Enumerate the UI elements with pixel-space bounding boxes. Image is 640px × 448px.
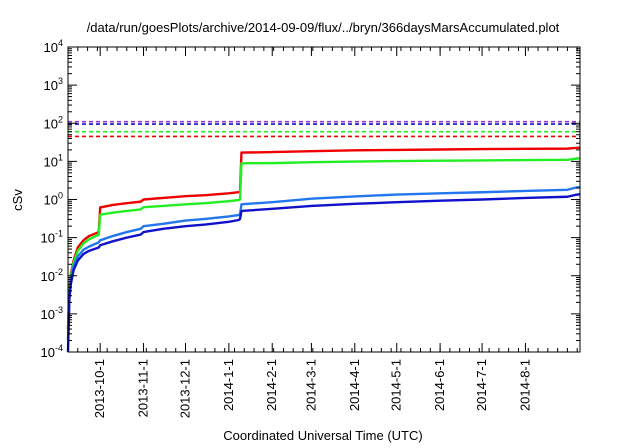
y-tick-label-3: 10-1 [41,229,63,246]
x-tick-label-4: 2014-2-1 [264,359,279,411]
series-group [66,146,581,353]
x-tick-label-7: 2014-5-1 [389,359,404,411]
x-tick-label-5: 2014-3-1 [303,359,318,411]
x-tick-label-2: 2013-12-1 [178,359,193,418]
x-tick-label-8: 2014-6-1 [432,359,447,411]
x-tick-label-3: 2014-1-1 [221,359,236,411]
series-line-2 [66,186,581,341]
y-tick-label-5: 101 [44,152,63,169]
x-tick-label-6: 2014-4-1 [347,359,362,411]
y-axis-label: cSv [10,189,25,211]
y-tick-label-0: 10-4 [41,343,63,360]
chart-title: /data/run/goesPlots/archive/2014-09-09/f… [87,20,560,35]
axes: 10-4 10-3 10-2 10-1 100 101 102 103 104 2013-10-1… [41,38,581,418]
series-line-0 [66,146,581,330]
x-axis-label: Coordinated Universal Time (UTC) [223,428,422,443]
y-tick-label-6: 102 [44,114,63,131]
x-tick-label-10: 2014-8-1 [517,359,532,411]
y-tick-label-7: 103 [44,76,63,93]
series-line-3 [66,192,581,353]
series-line-1 [66,157,581,330]
x-tick-label-9: 2014-7-1 [474,359,489,411]
y-tick-label-1: 10-3 [41,305,63,322]
reference-lines [68,120,580,138]
x-tick-label-1: 2013-11-1 [136,359,151,417]
y-tick-label-4: 100 [44,191,63,208]
x-tick-label-0: 2013-10-1 [92,359,107,418]
y-tick-label-2: 10-2 [41,267,63,284]
y-tick-label-8: 104 [44,38,63,55]
